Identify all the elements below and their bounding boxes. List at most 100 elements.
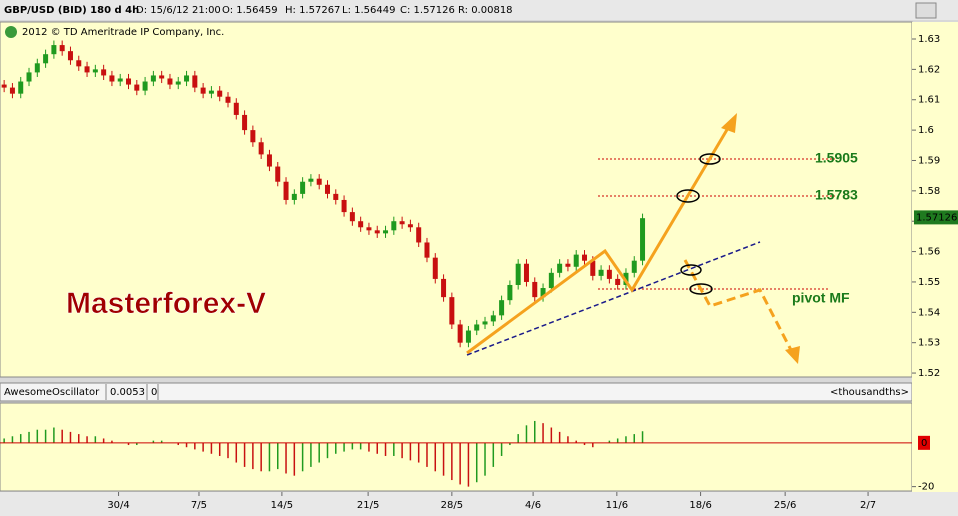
candle-body [109,75,115,82]
candle-body [258,142,264,155]
candle-body [640,218,646,261]
candle-body [316,178,322,185]
candle-body [43,54,49,64]
x-tick-label: 7/5 [191,500,207,511]
y-tick-label: 1.55 [918,277,940,288]
candle-body [515,263,521,285]
wave-path [466,127,730,355]
candle-body [565,263,571,267]
candle-body [474,324,480,331]
candle-body [548,272,554,289]
candle-body [275,166,281,182]
annotations [466,113,830,364]
candle-body [523,263,529,282]
candle-body [615,278,621,285]
zero-box [918,435,930,450]
marker [689,283,713,295]
level-label: 1.5905 [815,150,858,166]
candle-body [101,69,107,76]
candle-body [416,227,422,243]
y-tick-label: 1.58 [918,186,940,197]
candle-body [424,242,430,258]
candle-body [266,154,272,167]
candle-body [184,75,190,82]
candle-body [449,297,455,325]
last-price-box [914,210,958,225]
candle-body [349,212,355,222]
low: L: 1.56449 [342,5,395,16]
candle-body [134,84,140,91]
candle-body [333,193,339,200]
pivot-label: pivot MF [792,290,850,306]
y-tick-label: 0 [921,438,927,449]
level-label: 1.5783 [815,187,858,203]
trend-line [466,241,761,356]
candle-body [407,224,413,228]
info-icon[interactable] [5,26,17,38]
candle-body [250,130,256,143]
high: H: 1.57267 [285,5,340,16]
y-tick-label: 1.53 [918,338,940,349]
range: R: 0.00818 [458,5,513,16]
candle-body [18,81,24,94]
candle-body [631,260,637,273]
y-tick-label: 1.61 [918,95,940,106]
y-tick-label: 1.59 [918,155,940,166]
copyright: 2012 © TD Ameritrade IP Company, Inc. [22,27,224,38]
candle-body [208,90,214,94]
watermark: Masterforex-V [66,287,266,320]
arrow-head [721,113,737,133]
candle-body [59,45,65,52]
candle-body [366,227,372,231]
candle-body [242,114,248,131]
date: D: 15/6/12 21:00 [136,5,221,16]
osc-current: 0.0053 [110,387,145,398]
candle-body [341,199,347,213]
y-tick-label: 1.62 [918,64,940,75]
candle-body [126,78,132,85]
candle-body [590,260,596,276]
candle-body [499,300,505,316]
osc-flag: 0 [151,387,157,398]
candle-body [51,45,57,55]
window-button[interactable] [915,2,937,19]
last-price-label: 1.57126 [916,212,957,223]
symbol: GBP/USD (BID) 180 d 4h [4,5,139,16]
y-tick-label: -20 [918,482,934,493]
candle-body [300,181,306,194]
y-tick-label: 1.52 [918,368,940,379]
candle-body [383,230,389,234]
x-tick-label: 21/5 [357,500,379,511]
candle-body [308,178,314,182]
candle-body [175,81,181,85]
candle-body [573,254,579,267]
candle-body [540,288,546,298]
osc-title: AwesomeOscillator [4,387,100,398]
x-axis [0,492,958,516]
candle-body [26,72,32,82]
candle-body [465,330,471,343]
candle-body [507,284,513,301]
candle-body [490,315,496,322]
candle-body [192,75,198,88]
y-tick-label: 1.56 [918,247,940,258]
candle-body [582,254,588,261]
candle-body [217,90,223,97]
candle-body [391,221,397,231]
x-tick-label: 2/7 [860,500,876,511]
osc-units: <thousandths> [830,387,909,398]
candle-body [117,78,123,82]
x-tick-label: 30/4 [107,500,129,511]
candle-body [142,81,148,91]
price-panel [0,21,913,378]
x-tick-label: 28/5 [441,500,463,511]
candle-body [457,324,463,343]
open: O: 1.56459 [222,5,278,16]
candle-body [283,181,289,200]
candle-body [606,269,612,279]
candle-body [84,66,90,73]
candle-body [358,221,364,228]
candle-body [9,87,15,94]
x-tick-label: 14/5 [271,500,293,511]
alt-path [683,259,794,353]
